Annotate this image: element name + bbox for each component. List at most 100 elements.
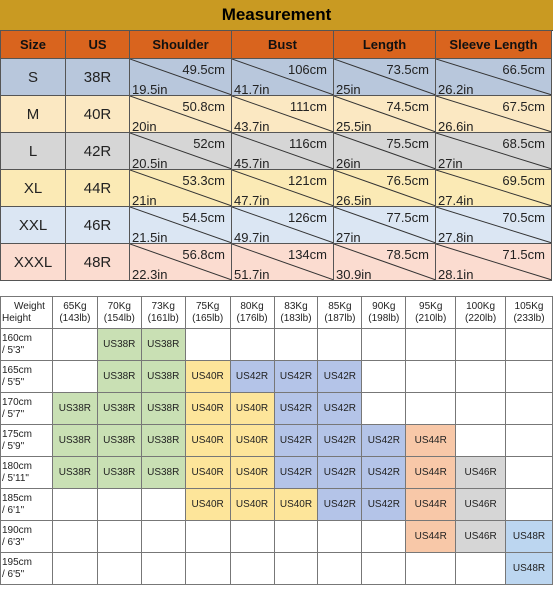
inch-value: 21.5in: [132, 230, 168, 244]
size-recommendation-cell: US40R: [229, 488, 275, 521]
measurement-value-cell: 66.5cm 26.2in: [435, 58, 552, 96]
size-recommendation-cell: [96, 488, 142, 521]
size-recommendation-grid: Weight Height 65Kg (143lb) 70Kg (154lb) 73Kg (1…: [0, 296, 553, 585]
corner-cell: Weight Height: [0, 296, 53, 329]
cm-value: 56.8cm: [182, 247, 225, 262]
diagonal-divider: [436, 96, 551, 132]
height-row: 170cm/ 5'7" US38R US38R US38R US40R US40R US42…: [0, 392, 553, 425]
size-recommendation-cell: US40R: [184, 424, 231, 457]
size-recommendation-cell: [455, 552, 507, 585]
measurement-row: XL 44R 53.3cm 21in 121cm 47.7in 76.5cm 26.5in 69…: [0, 169, 552, 207]
size-recommendation-cell: US38R: [140, 392, 186, 425]
weight-header-cell: 73Kg (161lb): [140, 296, 186, 329]
measurement-row: L 42R 52cm 20.5in 116cm 45.7in 75.5cm 26in 68.5c…: [0, 132, 552, 170]
diagonal-divider: [436, 170, 551, 206]
inch-value: 22.3in: [132, 267, 168, 281]
size-recommendation-cell: [361, 552, 407, 585]
measurement-value-cell: 70.5cm 27.8in: [435, 206, 552, 244]
inch-value: 27in: [438, 156, 463, 170]
size-cell: S: [0, 58, 66, 96]
size-recommendation-cell: US38R: [96, 424, 142, 457]
cm-value: 68.5cm: [502, 136, 545, 151]
height-row: 175cm/ 5'9" US38R US38R US38R US40R US40R US42…: [0, 424, 553, 457]
size-recommendation-cell: US40R: [184, 360, 231, 393]
size-recommendation-cell: US38R: [140, 456, 186, 489]
size-recommendation-cell: [51, 520, 98, 553]
cm-value: 75.5cm: [386, 136, 429, 151]
cm-value: 70.5cm: [502, 210, 545, 225]
size-recommendation-cell: [317, 520, 363, 553]
size-recommendation-cell: [405, 552, 457, 585]
size-recommendation-cell: [361, 328, 407, 361]
size-recommendation-cell: [140, 552, 186, 585]
measurement-header-cell: Shoulder: [129, 30, 232, 59]
measurement-value-cell: 74.5cm 25.5in: [333, 95, 436, 133]
weight-header-cell: 83Kg (183lb): [273, 296, 319, 329]
measurement-value-cell: 68.5cm 27in: [435, 132, 552, 170]
diagonal-divider: [334, 244, 435, 280]
size-recommendation-cell: US38R: [140, 360, 186, 393]
size-recommendation-cell: US42R: [317, 456, 363, 489]
diagonal-divider: [436, 133, 551, 169]
measurement-value-cell: 78.5cm 30.9in: [333, 243, 436, 281]
cm-value: 49.5cm: [182, 62, 225, 77]
measurement-value-cell: 56.8cm 22.3in: [129, 243, 232, 281]
size-recommendation-cell: US38R: [96, 360, 142, 393]
cm-value: 106cm: [287, 62, 327, 77]
inch-value: 26.6in: [438, 119, 474, 133]
size-recommendation-cell: [505, 360, 553, 393]
height-row: 180cm/ 5'11" US38R US38R US38R US40R US40R US4…: [0, 456, 553, 489]
measurement-row: XXXL 48R 56.8cm 22.3in 134cm 51.7in 78.5cm 30.9…: [0, 243, 552, 281]
measurement-title: Measurement: [0, 0, 553, 31]
measurement-section: Measurement Size US Shoulder Bust Length Slee…: [0, 0, 553, 288]
inch-value: 26.5in: [336, 193, 372, 207]
diagonal-divider: [436, 59, 551, 95]
measurement-value-cell: 71.5cm 28.1in: [435, 243, 552, 281]
size-recommendation-cell: [405, 392, 457, 425]
size-cell: M: [0, 95, 66, 133]
cm-value: 76.5cm: [386, 173, 429, 188]
cm-value: 69.5cm: [502, 173, 545, 188]
size-recommendation-cell: US38R: [96, 456, 142, 489]
diagonal-divider: [130, 133, 231, 169]
measurement-value-cell: 106cm 41.7in: [231, 58, 334, 96]
size-recommendation-cell: [505, 488, 553, 521]
size-recommendation-cell: US38R: [51, 392, 98, 425]
weight-header-cell: 75Kg (165lb): [184, 296, 231, 329]
measurement-header-cell: US: [65, 30, 130, 59]
size-recommendation-cell: US40R: [184, 392, 231, 425]
size-recommendation-cell: [405, 360, 457, 393]
size-recommendation-cell: US38R: [140, 424, 186, 457]
size-recommendation-cell: US42R: [317, 488, 363, 521]
size-recommendation-cell: [455, 328, 507, 361]
size-recommendation-cell: US42R: [361, 488, 407, 521]
size-recommendation-cell: [505, 328, 553, 361]
size-recommendation-cell: [184, 520, 231, 553]
height-header-cell: 185cm/ 6'1": [0, 488, 53, 521]
us-size-cell: 42R: [65, 132, 130, 170]
weight-header-cell: 65Kg (143lb): [51, 296, 98, 329]
measurement-header-cell: Sleeve Length: [435, 30, 552, 59]
inch-value: 25.5in: [336, 119, 372, 133]
size-recommendation-cell: [51, 488, 98, 521]
diagonal-divider: [232, 59, 333, 95]
measurement-value-cell: 111cm 43.7in: [231, 95, 334, 133]
inch-value: 25in: [336, 82, 361, 96]
inch-value: 20.5in: [132, 156, 168, 170]
height-header-cell: 195cm/ 6'5": [0, 552, 53, 585]
size-recommendation-cell: [361, 520, 407, 553]
cm-value: 111cm: [289, 99, 327, 114]
size-recommendation-cell: [229, 552, 275, 585]
size-recommendation-cell: [140, 520, 186, 553]
size-recommendation-cell: US42R: [317, 424, 363, 457]
size-cell: L: [0, 132, 66, 170]
inch-value: 51.7in: [234, 267, 270, 281]
inch-value: 27.8in: [438, 230, 474, 244]
diagonal-divider: [232, 133, 333, 169]
inch-value: 19.5in: [132, 82, 168, 96]
height-header-cell: 175cm/ 5'9": [0, 424, 53, 457]
diagonal-divider: [334, 207, 435, 243]
diagonal-divider: [232, 170, 333, 206]
cm-value: 66.5cm: [502, 62, 545, 77]
measurement-value-cell: 126cm 49.7in: [231, 206, 334, 244]
